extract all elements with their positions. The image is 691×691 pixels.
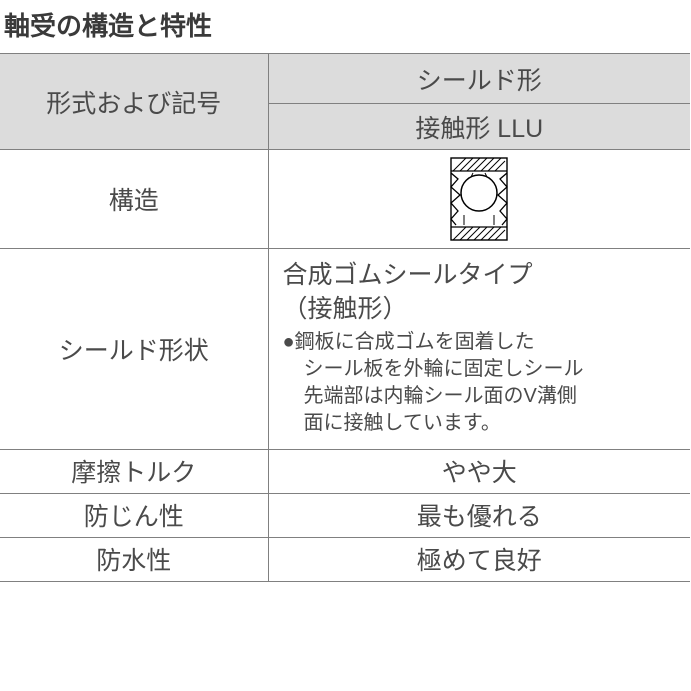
bullet-icon: ●	[283, 331, 295, 353]
row-waterproof-label-text: 防水性	[96, 547, 171, 575]
row-friction-value-text: やや大	[442, 459, 517, 487]
shield-main-line2: （接触形）	[283, 293, 677, 327]
row-dustproof-value: 最も優れる	[268, 493, 690, 537]
header-category-text: シールド形	[417, 67, 542, 95]
bearing-spec-table: 形式および記号 シールド形 接触形 LLU 構造	[0, 53, 690, 582]
header-type-code: 接触形 LLU	[268, 104, 690, 150]
row-shield-value: 合成ゴムシールタイプ （接触形） ●鋼板に合成ゴムを固着した シール板を外輪に固…	[268, 249, 690, 450]
row-waterproof-label: 防水性	[0, 537, 268, 581]
bearing-cross-section-icon	[440, 155, 518, 243]
shield-desc-l4: 面に接触しています。	[304, 412, 501, 434]
row-dustproof-value-text: 最も優れる	[417, 503, 542, 531]
row-dustproof-label-text: 防じん性	[84, 503, 184, 531]
row-waterproof-value-text: 極めて良好	[417, 547, 542, 575]
header-category: シールド形	[268, 54, 690, 104]
shield-desc-l3: 先端部は内輪シール面のV溝側	[304, 385, 577, 407]
header-types-label: 形式および記号	[0, 54, 268, 150]
row-structure-value	[268, 150, 690, 249]
shield-desc-l2: シール板を外輪に固定しシール	[304, 358, 584, 380]
header-type-code-text: 接触形 LLU	[415, 115, 543, 143]
page-title: 軸受の構造と特性	[0, 0, 691, 53]
row-friction-label-text: 摩擦トルク	[71, 459, 196, 487]
row-shield-label-text: シールド形状	[59, 337, 209, 365]
shield-main-line1: 合成ゴムシールタイプ	[283, 259, 677, 293]
row-structure-label: 構造	[0, 150, 268, 249]
row-dustproof-label: 防じん性	[0, 493, 268, 537]
row-friction-value: やや大	[268, 449, 690, 493]
bearing-diagram-wrap	[269, 150, 691, 248]
shield-desc-l1: 鋼板に合成ゴムを固着した	[295, 331, 535, 353]
shield-desc: ●鋼板に合成ゴムを固着した シール板を外輪に固定しシール 先端部は内輪シール面の…	[283, 329, 677, 437]
row-friction-label: 摩擦トルク	[0, 449, 268, 493]
row-structure-label-text: 構造	[109, 187, 159, 215]
row-shield-label: シールド形状	[0, 249, 268, 450]
row-waterproof-value: 極めて良好	[268, 537, 690, 581]
header-types-label-text: 形式および記号	[46, 90, 221, 118]
